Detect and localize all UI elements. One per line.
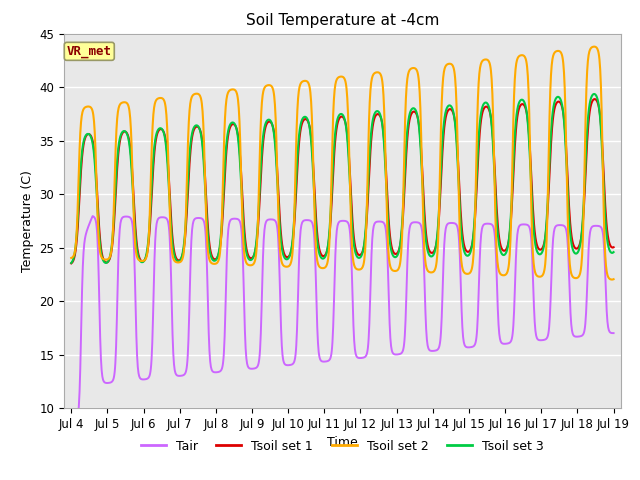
- Tsoil set 1: [308, 151, 316, 157]
- Tsoil set 1: [131, 223, 139, 228]
- Tsoil set 2: [308, 135, 316, 141]
- Tsoil set 2: [319, 265, 326, 271]
- Tsoil set 2: [610, 276, 618, 282]
- Text: VR_met: VR_met: [67, 45, 112, 58]
- X-axis label: Time: Time: [327, 436, 358, 449]
- Tsoil set 3: [376, 111, 384, 117]
- Tair: [89, 213, 97, 219]
- Tsoil set 2: [590, 44, 598, 49]
- Tair: [309, 222, 317, 228]
- Title: Soil Temperature at -4cm: Soil Temperature at -4cm: [246, 13, 439, 28]
- Tsoil set 3: [610, 249, 618, 255]
- Tair: [109, 376, 117, 382]
- Tsoil set 2: [376, 71, 384, 76]
- Tsoil set 2: [67, 255, 75, 261]
- Tsoil set 1: [298, 123, 305, 129]
- Line: Tsoil set 1: Tsoil set 1: [71, 99, 614, 264]
- Tsoil set 1: [109, 232, 117, 238]
- Tsoil set 2: [109, 222, 117, 228]
- Tair: [132, 305, 140, 311]
- Tsoil set 3: [319, 256, 326, 262]
- Tsoil set 2: [608, 276, 616, 282]
- Y-axis label: Temperature (C): Temperature (C): [21, 170, 34, 272]
- Tsoil set 1: [67, 261, 75, 266]
- Tsoil set 3: [308, 159, 316, 165]
- Tsoil set 1: [610, 244, 618, 250]
- Line: Tsoil set 2: Tsoil set 2: [71, 47, 614, 279]
- Tsoil set 3: [109, 225, 117, 231]
- Tsoil set 3: [67, 260, 75, 266]
- Tsoil set 1: [591, 96, 598, 102]
- Tair: [319, 359, 326, 364]
- Tair: [376, 219, 384, 225]
- Tsoil set 2: [131, 242, 139, 248]
- Tair: [298, 221, 305, 227]
- Tsoil set 3: [131, 230, 139, 236]
- Line: Tair: Tair: [71, 216, 614, 440]
- Tsoil set 2: [298, 80, 305, 85]
- Tsoil set 1: [376, 113, 384, 119]
- Tsoil set 3: [590, 91, 598, 97]
- Tair: [67, 437, 75, 443]
- Line: Tsoil set 3: Tsoil set 3: [71, 94, 614, 263]
- Tsoil set 1: [319, 253, 326, 259]
- Tsoil set 3: [298, 119, 305, 125]
- Tair: [610, 330, 618, 336]
- Legend: Tair, Tsoil set 1, Tsoil set 2, Tsoil set 3: Tair, Tsoil set 1, Tsoil set 2, Tsoil se…: [136, 435, 549, 458]
